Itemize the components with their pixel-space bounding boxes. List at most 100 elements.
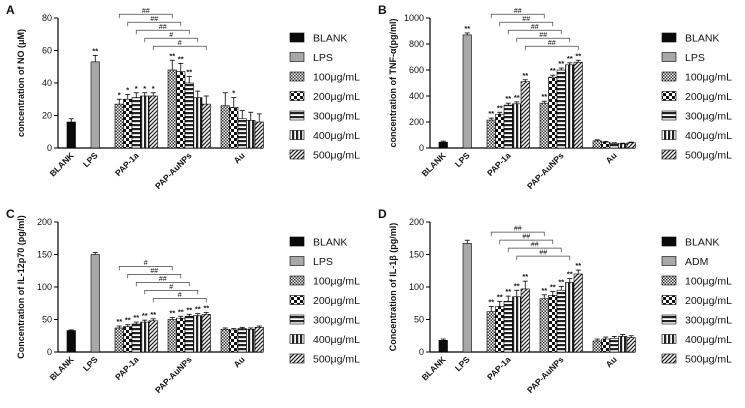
legend-swatch [661,256,677,266]
bracket-label: # [144,260,148,267]
x-category-label: Au [604,354,619,369]
panel-letter: D [378,207,387,221]
y-tick-label: 100 [409,282,424,292]
y-tick-label: 200 [409,217,424,227]
significance-mark: ** [505,94,511,103]
legend-swatch [661,314,677,325]
bar-pap-1a-5 [148,95,158,149]
bar-pap-1a-3 [503,300,513,353]
significance-mark: ** [169,51,175,60]
comparison-bracket [144,37,199,43]
bar-pap-aunps-5 [201,103,211,149]
bar-pap-1a-5 [520,81,530,149]
significance-mark: ** [514,281,520,290]
legend-swatch [661,52,677,62]
bar-pap-aunps-5 [573,61,583,149]
significance-mark: ** [116,317,122,326]
legend-swatch [289,275,305,286]
legend-swatch [289,32,305,43]
significance-mark: ** [133,313,139,322]
bracket-label: ## [142,8,150,15]
significance-mark: ** [488,109,494,118]
bar-pap-aunps-4 [193,315,203,353]
x-category-label: PAP-1a [113,354,141,382]
bar-pap-aunps-5 [573,273,583,353]
legend-label: 200μg/mL [313,91,360,103]
bar-lps [90,61,100,149]
significance-mark: ** [186,68,192,77]
bar-au-4 [246,328,256,353]
legend-swatch [661,71,677,82]
bracket-label: ## [539,250,547,257]
x-category-label: PAP-AuNPs [525,150,566,191]
bar-pap-aunps-1 [539,298,549,353]
y-tick-label: 0 [419,347,424,357]
bar-pap-1a-3 [131,323,141,353]
significance-mark: ** [575,51,581,60]
y-tick-label: 40 [42,78,52,88]
y-tick-label: 0 [47,347,52,357]
legend-label: BLANK [685,237,719,249]
y-tick-label: 600 [409,65,424,75]
x-category-label: Au [604,150,619,165]
significance-mark: ** [558,59,564,68]
panel-letter: B [378,3,387,17]
significance-mark: ** [178,55,184,64]
y-tick-label: 1000 [404,13,424,23]
legend-swatch [289,130,305,140]
y-tick-label: 20 [42,111,52,121]
significance-mark: ** [203,303,209,312]
y-axis-label: concentration of NO (μM) [16,29,26,137]
legend-label: 400μg/mL [313,130,360,142]
legend-swatch [289,236,305,247]
comparison-bracket [127,274,182,279]
legend-swatch [661,32,677,43]
y-tick-label: 400 [409,91,424,101]
legend-label: 300μg/mL [313,111,360,123]
y-tick-label: 60 [42,46,52,56]
bar-pap-aunps-4 [565,282,575,353]
bar-pap-aunps-4 [565,64,575,149]
comparison-bracket [516,37,571,43]
x-category-label: PAP-1a [485,150,513,178]
x-category-label: LPS [81,354,100,373]
comparison-bracket [127,21,182,27]
legend-swatch [289,52,305,62]
legend-swatch [661,295,677,305]
legend-swatch [289,110,305,121]
significance-mark: * [232,89,235,98]
bar-pap-1a-4 [140,95,150,149]
legend-label: 400μg/mL [685,334,732,346]
bar-au-3 [237,118,247,149]
comparison-bracket [490,231,545,237]
bar-blank [438,141,448,149]
significance-mark: ** [522,272,528,281]
significance-mark: ** [186,305,192,314]
bracket-label: ## [522,234,530,241]
legend-swatch [661,149,677,160]
bracket-label: ## [159,276,167,283]
legend-label: 500μg/mL [685,150,732,162]
bar-pap-aunps-1 [167,319,177,353]
legend-label: 500μg/mL [685,354,732,366]
bar-pap-1a-4 [140,321,150,353]
bracket-label: ## [531,24,539,31]
legend-swatch [289,91,305,101]
bracket-label: ## [539,32,547,39]
x-category-label: PAP-1a [485,354,513,382]
bracket-label: ## [514,8,522,15]
bar-pap-aunps-2 [176,71,186,149]
x-category-label: BLANK [420,354,449,383]
significance-mark: ** [550,66,556,75]
significance-mark: ** [125,316,131,325]
significance-mark: ** [488,298,494,307]
significance-mark: ** [522,71,528,80]
comparison-bracket [516,255,571,261]
bar-pap-1a-1 [114,327,124,353]
significance-mark: * [152,84,155,93]
bar-au-3 [609,338,619,353]
significance-mark: ** [464,24,470,33]
legend-label: 300μg/mL [685,111,732,123]
